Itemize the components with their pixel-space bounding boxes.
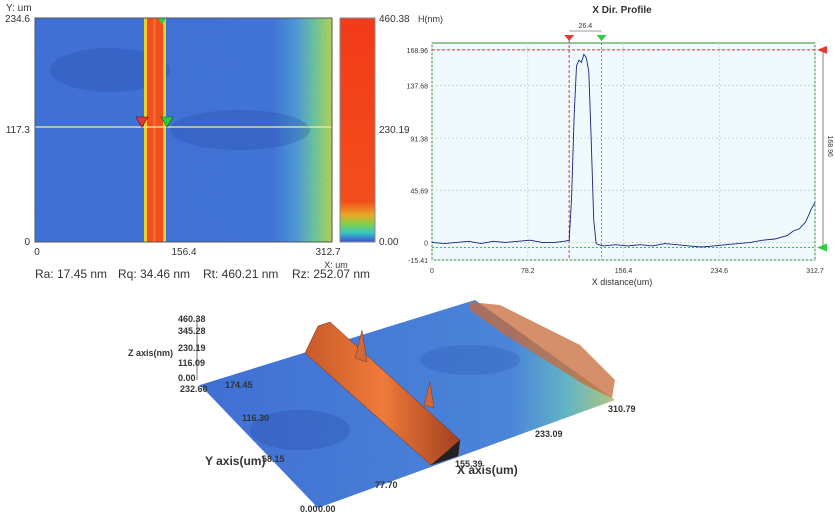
map-x-tick: 156.4	[171, 247, 196, 258]
x-tick-label: 234.6	[711, 268, 729, 275]
x-tick: 77.70	[375, 480, 398, 490]
roughness-rz: Rz: 252.07 nm	[292, 267, 370, 281]
map-y-unit: Y: um	[6, 3, 32, 14]
ridge-end	[431, 440, 460, 465]
y-axis-label: Y axis(um)	[205, 454, 265, 468]
x-tick-label: 0	[430, 268, 434, 275]
y-tick: 116.30	[242, 413, 269, 423]
x-tick: 310.79	[608, 404, 636, 414]
y-tick-label: -15.41	[408, 258, 428, 265]
surface-3d: Z axis(nm) 460.38 345.28 230.19 116.09 0…	[128, 300, 636, 514]
z-tick: 116.09	[178, 358, 205, 368]
height-label: 168.96	[826, 135, 833, 157]
map-texture	[35, 18, 332, 242]
y-tick: 0.00	[300, 504, 318, 514]
z-axis-label: Z axis(nm)	[128, 348, 173, 358]
roughness-ra: Ra: 17.45 nm	[35, 267, 107, 281]
y-tick: 58.15	[262, 454, 285, 464]
x-tick-label: 78.2	[521, 268, 535, 275]
roughness-rq: Rq: 34.46 nm	[118, 267, 190, 281]
x-tick: 0.00	[318, 504, 336, 514]
x-tick-label: 156.4	[615, 268, 633, 275]
map-y-tick: 117.3	[6, 125, 31, 136]
map-x-tick: 312.7	[315, 247, 340, 258]
map-y-tick: 0	[24, 237, 30, 248]
colorbar-label: 460.38	[379, 14, 410, 25]
profile-title: X Dir. Profile	[592, 5, 652, 16]
y-tick: 174.45	[225, 380, 253, 390]
z-tick: 230.19	[178, 343, 206, 353]
colorbar-label: 230.19	[379, 125, 410, 136]
cursor-green	[160, 116, 174, 128]
cursor-green-head	[596, 35, 607, 41]
width-label: 26.4	[579, 23, 593, 30]
x-tick: 155.39	[455, 459, 483, 469]
map-x-tick: 0	[34, 247, 40, 258]
y-tick: 232.60	[180, 384, 208, 394]
x-tick: 233.09	[535, 429, 563, 439]
cursor-red	[135, 116, 149, 128]
y-tick-label: 91.38	[410, 136, 428, 143]
map-y-tick: 234.6	[5, 14, 30, 25]
z-tick: 345.28	[178, 326, 206, 336]
x-tick-label: 312.7	[806, 268, 824, 275]
colorbar-label: 0.00	[379, 237, 399, 248]
height-map: Y: um 234.6 117.3 0 0 156.4 312.7 X: um …	[5, 3, 410, 281]
spike	[354, 329, 368, 363]
y-tick-label: 137.68	[407, 84, 429, 91]
map-x-unit: X: um	[324, 260, 348, 270]
profile-y-label: H(nm)	[418, 14, 443, 24]
y-tick-label: 0	[424, 240, 428, 247]
profile-x-label: X distance(um)	[592, 277, 653, 287]
cursor-red-head	[564, 35, 575, 41]
y-tick-label: 168.96	[407, 48, 429, 55]
z-tick: 0.00	[178, 373, 196, 383]
y-tick-label: 45.69	[410, 188, 428, 195]
x-axis-label: X axis(um)	[457, 463, 518, 477]
roughness-rt: Rt: 460.21 nm	[203, 267, 278, 281]
edge-roughness	[470, 302, 615, 398]
profile-line	[431, 53, 816, 248]
height-arrow-bottom	[817, 243, 827, 252]
height-arrow-top	[817, 45, 827, 54]
z-tick: 460.38	[178, 314, 206, 324]
cursor-top	[158, 18, 166, 25]
colorbar	[339, 17, 376, 243]
map-frame	[34, 17, 333, 243]
spike	[423, 381, 435, 409]
profile-chart: X Dir. Profile H(nm) X distance(um) 168.…	[407, 5, 833, 287]
